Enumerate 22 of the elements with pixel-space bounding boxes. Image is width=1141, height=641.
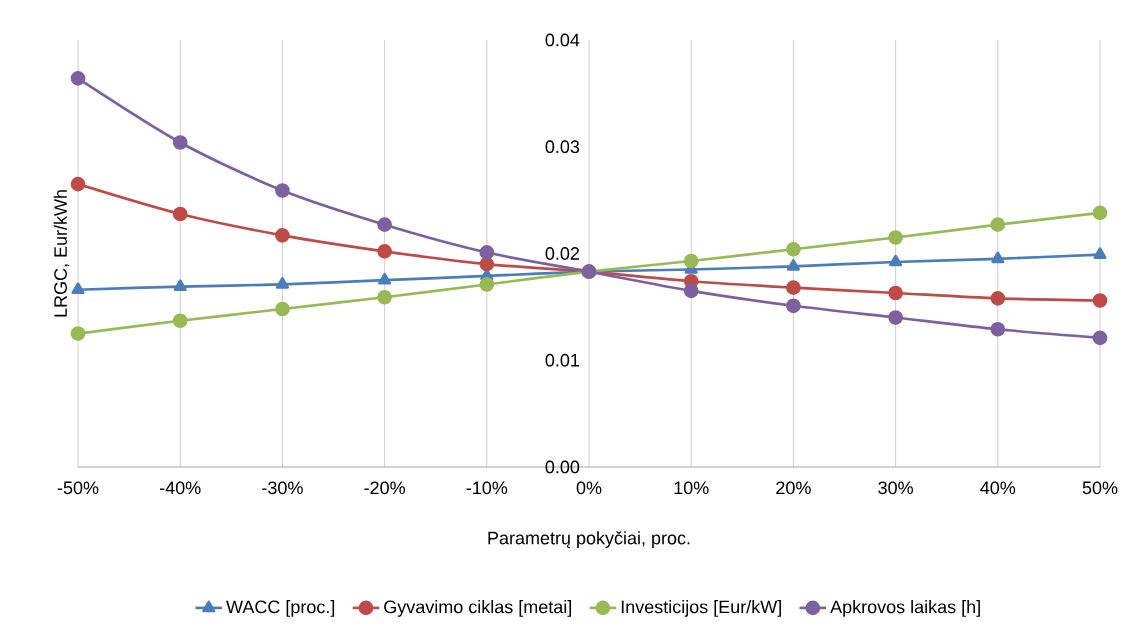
x-tick-label: 30% [878,481,913,495]
y-axis-title: LRGC, Eur/kWh [53,190,70,317]
x-tick-label: 50% [1082,481,1118,495]
x-tick-label: 40% [980,481,1016,495]
legend-label: WACC [proc.] [226,600,335,617]
y-tick-label: 0.01 [545,353,580,367]
legend-label: Gyvavimo ciklas [metai] [384,600,572,617]
y-tick-label: 0.02 [545,247,579,260]
y-tick-label: 0.04 [545,33,580,47]
x-tick-label: -10% [466,481,508,495]
x-axis-title: Parametrų pokyčiai, proc. [488,531,690,549]
legend-label: Investicijos [Eur/kW] [621,600,781,617]
x-tick-label: -40% [159,481,201,495]
x-tick-label: -20% [364,481,405,495]
x-tick-label: 0% [576,481,602,495]
legend-label: Apkrovos laikas [h] [830,600,980,617]
x-tick-label: -50% [57,481,99,495]
x-tick-label: 20% [776,481,811,495]
x-tick-label: -30% [262,481,303,495]
x-tick-label: 10% [674,481,709,495]
y-tick-label: 0.00 [545,460,580,474]
y-tick-label: 0.03 [545,140,580,154]
